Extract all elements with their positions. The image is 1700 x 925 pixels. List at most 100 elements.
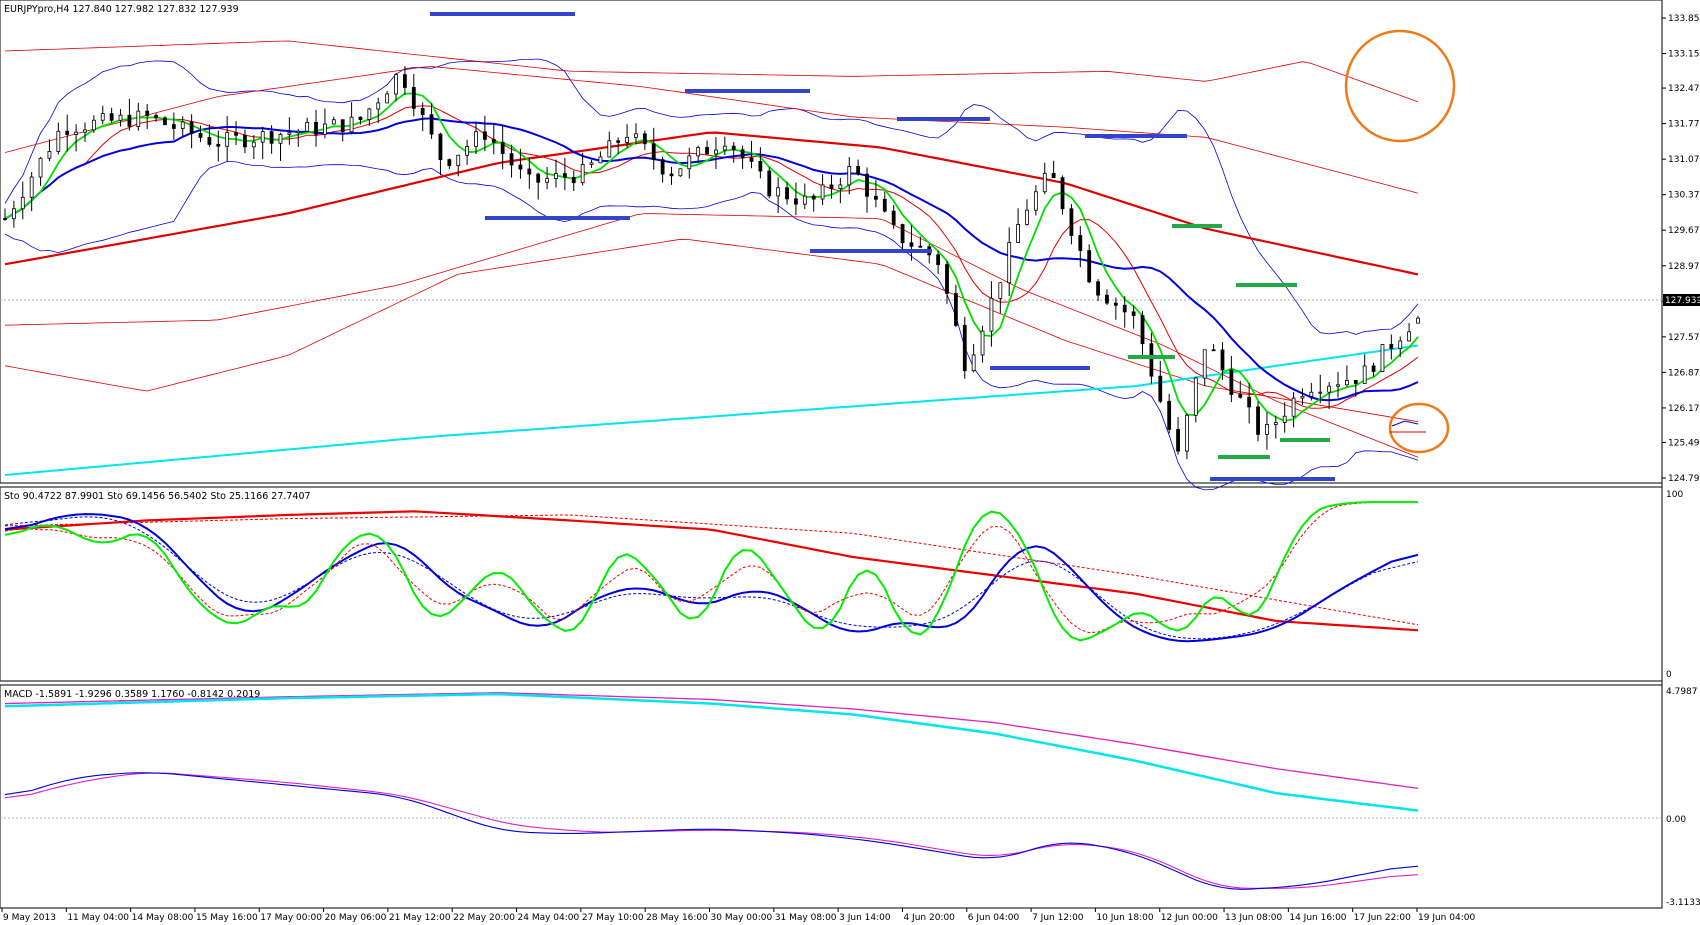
candle-bullish xyxy=(367,108,372,120)
candle-bullish xyxy=(1007,242,1012,284)
price-tick-label: 133.150 xyxy=(1668,50,1700,60)
candle-bearish xyxy=(198,132,203,138)
candle-bearish xyxy=(127,114,132,127)
candle-bullish xyxy=(687,155,692,170)
candle-bearish xyxy=(811,195,816,200)
candle-bearish xyxy=(945,264,949,294)
candle-bullish xyxy=(1407,331,1412,342)
stochastic-axis-bottom: 0 xyxy=(1666,670,1672,680)
bollinger-upper-red xyxy=(4,66,1419,194)
macd-main-line xyxy=(4,772,1419,890)
candle-bullish xyxy=(29,176,34,198)
candle-bearish xyxy=(411,87,416,109)
candle-bullish xyxy=(678,168,683,177)
candle-bullish xyxy=(74,131,78,135)
bollinger-lower-red xyxy=(4,213,1419,458)
bollinger-upper-blue xyxy=(4,58,1419,335)
candle-bearish xyxy=(1069,208,1074,236)
stoch-green-main-line xyxy=(4,501,1418,642)
candle-bullish xyxy=(225,132,230,147)
highlight-circle-upper xyxy=(1344,29,1456,143)
candle-bearish xyxy=(1051,172,1056,178)
bollinger-upper-red-outer xyxy=(4,40,1419,103)
time-tick-label: 9 May 2013 xyxy=(3,913,56,923)
time-tick-label: 30 May 00:00 xyxy=(711,913,773,923)
candle-bearish xyxy=(269,131,274,144)
time-tick-label: 14 May 08:00 xyxy=(132,913,194,923)
candle-bearish xyxy=(1211,349,1216,352)
candle-bullish xyxy=(278,133,283,144)
candle-bullish xyxy=(331,119,336,125)
price-tick-label: 127.570 xyxy=(1668,333,1700,343)
candle-bullish xyxy=(1185,414,1189,452)
candle-bearish xyxy=(207,136,212,145)
candle-bearish xyxy=(856,166,861,175)
candle-bullish xyxy=(1300,395,1305,399)
macd-axis-zero: 0.00 xyxy=(1666,815,1686,825)
candle-bullish xyxy=(580,164,585,184)
candle-bearish xyxy=(740,149,745,159)
candle-bearish xyxy=(154,115,158,119)
candle-bearish xyxy=(358,116,363,120)
candle-bearish xyxy=(536,173,541,183)
candle-bullish xyxy=(100,113,105,121)
candle-bullish xyxy=(607,140,612,158)
stochastic-axis-top: 100 xyxy=(1666,490,1683,500)
time-tick-label: 14 Jun 16:00 xyxy=(1289,913,1346,923)
bollinger-lower-red-outer xyxy=(4,238,1419,422)
candle-bearish xyxy=(909,242,914,247)
stoch-green-signal-line xyxy=(4,501,1418,634)
candle-bearish xyxy=(314,121,318,135)
time-tick-label: 6 Jun 04:00 xyxy=(968,913,1020,923)
price-tick-label: 128.270 xyxy=(1668,297,1700,307)
candle-bearish xyxy=(1389,344,1394,350)
time-tick-label: 10 Jun 18:00 xyxy=(1096,913,1153,923)
candle-bullish xyxy=(465,146,470,156)
candle-bearish xyxy=(500,141,505,155)
macd-axis-top: 4.7987 xyxy=(1666,687,1698,697)
candle-bullish xyxy=(1273,422,1278,425)
candle-bearish xyxy=(660,159,665,175)
candle-bearish xyxy=(482,131,487,140)
candle-bullish xyxy=(20,196,25,210)
price-tick-label: 132.470 xyxy=(1668,84,1700,94)
candle-bullish xyxy=(1265,424,1269,435)
candle-bearish xyxy=(1371,365,1376,372)
candle-bullish xyxy=(714,149,718,155)
candle-bullish xyxy=(776,187,781,197)
candle-bearish xyxy=(953,293,958,326)
candle-bearish xyxy=(1105,294,1109,304)
candle-bullish xyxy=(1042,172,1047,193)
candle-bullish xyxy=(1282,415,1287,423)
candle-bearish xyxy=(1122,304,1127,313)
candle-bearish xyxy=(918,245,923,248)
time-tick-label: 21 May 12:00 xyxy=(389,913,451,923)
candle-bullish xyxy=(634,133,638,138)
ma-cyan-line xyxy=(4,344,1419,476)
candle-bullish xyxy=(598,156,603,164)
macd-magenta-slow-line xyxy=(4,692,1419,789)
candle-bearish xyxy=(1247,396,1252,408)
candle-bearish xyxy=(1060,177,1065,210)
candle-bearish xyxy=(109,113,114,121)
candle-bullish xyxy=(118,114,123,121)
time-tick-label: 27 May 10:00 xyxy=(582,913,644,923)
candle-bullish xyxy=(971,354,976,372)
stoch-red-main-line xyxy=(4,510,1419,632)
time-tick-label: 13 Jun 08:00 xyxy=(1225,913,1282,923)
candle-bullish xyxy=(847,166,852,186)
time-tick-label: 22 May 20:00 xyxy=(453,913,515,923)
candle-bearish xyxy=(1140,315,1145,345)
time-tick-label: 28 May 16:00 xyxy=(646,913,708,923)
candle-bearish xyxy=(1353,380,1358,384)
time-tick-label: 15 May 16:00 xyxy=(196,913,258,923)
candle-bullish xyxy=(305,121,310,132)
candle-bearish xyxy=(882,198,887,212)
price-tick-label: 126.870 xyxy=(1668,368,1700,378)
candle-bullish xyxy=(1398,340,1403,350)
stoch-blue-signal-line xyxy=(4,516,1419,640)
candle-bearish xyxy=(216,143,221,147)
candle-bearish xyxy=(429,114,434,135)
candle-bullish xyxy=(1193,377,1198,416)
